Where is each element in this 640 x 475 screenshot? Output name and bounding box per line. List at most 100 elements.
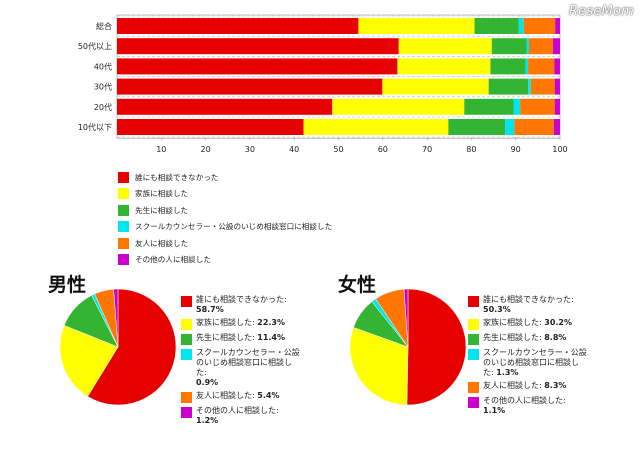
pie-legend-label: その他の人に相談した: 1.1% [483, 396, 566, 415]
bar-segment [464, 98, 514, 115]
pie-legend-label: 家族に相談した: 30.2% [483, 318, 573, 327]
pie-legend-value: 5.4% [257, 391, 280, 400]
bar-segment [555, 18, 560, 34]
bar-segment [448, 119, 506, 135]
pie-legend-swatch [468, 296, 479, 307]
legend-label: 先生に相談した [135, 205, 189, 215]
legend-swatch [118, 221, 129, 233]
pie-legend-value: 11.4% [257, 333, 286, 342]
pie-legend-swatch [468, 349, 479, 360]
bar-segment [520, 98, 555, 115]
pie-legend-item: 友人に相談した: 5.4% [181, 391, 321, 403]
legend-label: 家族に相談した [135, 189, 189, 199]
bar-segment [117, 38, 399, 55]
pie-slice [113, 288, 119, 348]
pie-legend-item: スクールカウンセラー・公設 のいじめ相談窓口に相談し た: 0.9% [181, 348, 321, 388]
pie-legend-label: 誰にも相談できなかった: 58.7% [196, 295, 287, 314]
bar-segment [554, 78, 560, 95]
male-pie-block: 男性 誰にも相談できなかった: 58.7% 家族に相談した: 22.3% 先生に相談し… [48, 270, 328, 470]
bar-segment [474, 18, 519, 34]
x-tick-label: 80 [466, 145, 476, 154]
bar-segment [513, 98, 521, 115]
legend-swatch [118, 254, 129, 266]
pie-legend-swatch [181, 334, 192, 345]
category-label: 30代 [94, 82, 112, 92]
pie-legend-item: その他の人に相談した: 1.2% [181, 406, 321, 426]
pie-legend-swatch [181, 296, 192, 307]
legend-swatch [118, 237, 129, 249]
pie-legend-label: 先生に相談した: 11.4% [196, 333, 286, 342]
pie-legend-item: その他の人に相談した: 1.1% [468, 396, 618, 416]
pie-legend-label: 友人に相談した: 8.3% [483, 381, 567, 390]
male-pie-legend: 誰にも相談できなかった: 58.7% 家族に相談した: 22.3% 先生に相談した: … [181, 295, 321, 429]
pie-legend-value: 1.2% [196, 416, 219, 425]
bar-segment [523, 18, 556, 34]
bar-segment [303, 119, 449, 135]
female-pie-legend: 誰にも相談できなかった: 50.3% 家族に相談した: 30.2% 先生に相談した: … [468, 295, 618, 419]
male-pie-chart [59, 288, 177, 406]
legend-item: 家族に相談した [118, 187, 332, 201]
bar-chart-legend: 誰にも相談できなかった家族に相談した 先生に相談したスクールカウンセラー・公設のい… [118, 170, 332, 270]
bar-segment [382, 78, 489, 95]
legend-label: その他の人に相談した [135, 255, 211, 265]
legend-item: その他の人に相談した [118, 253, 332, 267]
category-label: 20代 [94, 102, 112, 112]
bar-segment [490, 58, 526, 75]
pie-legend-swatch [468, 397, 479, 408]
pie-legend-value: 8.3% [544, 381, 567, 390]
x-tick-label: 30 [245, 145, 255, 154]
pie-legend-swatch [181, 319, 192, 330]
pie-slice [403, 288, 409, 348]
legend-item: 誰にも相談できなかった [118, 170, 332, 184]
bar-segment [554, 98, 560, 115]
category-label: 総合 [96, 21, 112, 31]
pie-legend-item: 家族に相談した: 30.2% [468, 318, 618, 330]
pie-legend-value: 0.9% [196, 378, 219, 387]
legend-label: スクールカウンセラー・公設のいじめ相談窓口に相談した [135, 222, 333, 232]
pie-slice [406, 288, 467, 406]
x-tick-label: 100 [552, 145, 567, 154]
male-pie-title: 男性 [48, 274, 87, 296]
x-tick-label: 50 [333, 145, 343, 154]
pie-legend-value: 8.8% [544, 333, 567, 342]
pie-slice [87, 288, 177, 406]
bar-segment [554, 58, 560, 75]
x-tick-label: 40 [289, 145, 299, 154]
bar-segment [488, 78, 529, 95]
category-label: 10代以下 [78, 122, 112, 132]
pie-legend-value: 30.2% [544, 318, 573, 327]
bar-segment [552, 38, 560, 55]
pie-legend-item: スクールカウンセラー・公設 のいじめ相談窓口に相談し た: 1.3% [468, 348, 618, 378]
pie-legend-item: 先生に相談した: 8.8% [468, 333, 618, 345]
pie-slice [349, 327, 409, 406]
bar-segment [332, 98, 465, 115]
bar-segment [398, 38, 492, 55]
pie-legend-swatch [181, 407, 192, 418]
x-tick-label: 90 [511, 145, 521, 154]
pie-legend-label: 先生に相談した: 8.8% [483, 333, 567, 342]
pie-legend-label: 友人に相談した: 5.4% [196, 391, 280, 400]
legend-swatch [118, 171, 129, 183]
bar-segment [491, 38, 527, 55]
pie-legend-swatch [181, 349, 192, 360]
stacked-bar-chart: 総合 50代以上 40代 30代 20代 10代以下 10 20 30 40 50 60 70 80 90 1… [78, 14, 568, 154]
legend-item: 友人に相談した [118, 236, 332, 250]
legend-swatch [118, 188, 129, 200]
bar-segment [505, 119, 515, 135]
pie-legend-item: 誰にも相談できなかった: 50.3% [468, 295, 618, 315]
bar-segment [514, 119, 554, 135]
pie-legend-item: 友人に相談した: 8.3% [468, 381, 618, 393]
pie-legend-item: 誰にも相談できなかった: 58.7% [181, 295, 321, 315]
pie-legend-value: 22.3% [257, 318, 286, 327]
watermark-logo: ReseMom [568, 4, 634, 19]
pie-legend-label: その他の人に相談した: 1.2% [196, 406, 279, 425]
bar-segment [528, 38, 553, 55]
pie-legend-value: 1.3% [496, 368, 519, 377]
pie-legend-swatch [181, 392, 192, 403]
pie-legend-swatch [468, 334, 479, 345]
female-pie-title: 女性 [338, 274, 377, 296]
bar-segment [117, 58, 398, 75]
bar-segment [528, 58, 555, 75]
x-tick-label: 60 [378, 145, 388, 154]
pie-legend-value: 50.3% [483, 305, 511, 314]
